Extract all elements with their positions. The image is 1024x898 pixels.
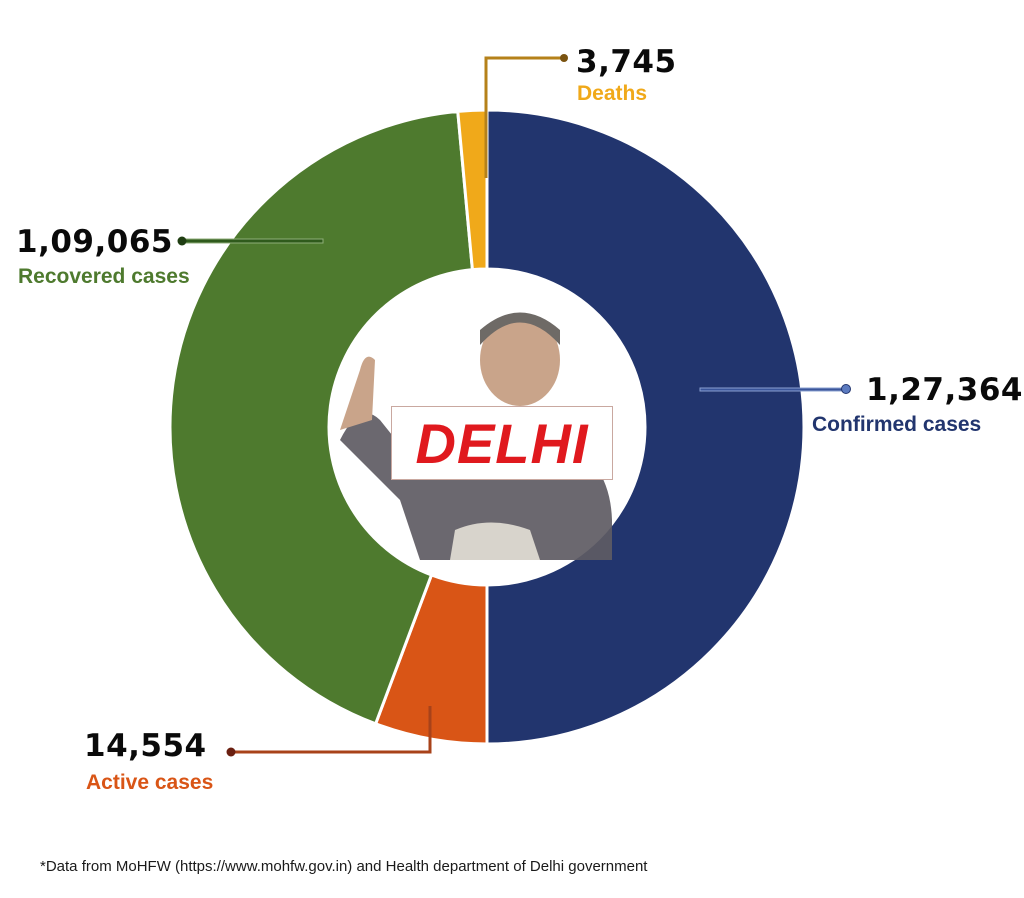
center-title: DELHI [415, 411, 589, 475]
recovered-value: 1,09,065 [16, 224, 173, 260]
deaths-leader-line [484, 54, 568, 178]
confirmed-leader-line [699, 384, 851, 394]
recovered-leader-line [177, 236, 324, 246]
deaths-label: Deaths [577, 82, 648, 105]
recovered-label: Recovered cases [18, 265, 190, 288]
deaths-value: 3,745 [576, 44, 677, 80]
data-source-footnote: *Data from MoHFW (https://www.mohfw.gov.… [40, 858, 648, 875]
active-value: 14,554 [84, 728, 207, 764]
active-leader-line [226, 706, 432, 757]
center-title-box: DELHI [391, 406, 613, 480]
active-label: Active cases [86, 771, 214, 794]
confirmed-label: Confirmed cases [812, 413, 982, 436]
confirmed-value: 1,27,364 [866, 372, 1023, 408]
